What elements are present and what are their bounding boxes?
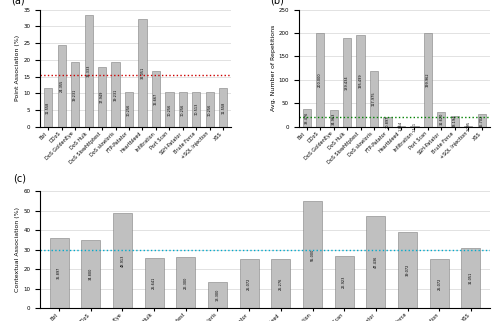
Bar — [192, 91, 200, 127]
Y-axis label: Avg. Number of Repetitions: Avg. Number of Repetitions — [270, 25, 276, 111]
Bar — [176, 257, 196, 308]
Bar — [81, 240, 100, 308]
Text: 19.231: 19.231 — [73, 88, 77, 101]
Text: 25.276: 25.276 — [279, 277, 283, 290]
Text: 10.256: 10.256 — [127, 103, 131, 116]
Bar — [58, 45, 66, 127]
Text: 19.231: 19.231 — [114, 88, 117, 101]
Bar — [98, 67, 106, 127]
Bar — [330, 110, 338, 127]
Bar — [438, 112, 446, 127]
Y-axis label: Contextual Association (%): Contextual Association (%) — [16, 207, 20, 292]
Text: 26.300: 26.300 — [184, 276, 188, 289]
Bar — [398, 232, 417, 308]
Text: 34.963: 34.963 — [332, 112, 336, 125]
Text: 39.072: 39.072 — [406, 264, 409, 276]
Text: 11.558: 11.558 — [222, 101, 226, 114]
Text: (a): (a) — [12, 0, 25, 6]
Bar — [220, 88, 228, 127]
Bar — [50, 238, 68, 308]
Text: 35.897: 35.897 — [57, 267, 61, 279]
Text: 26.923: 26.923 — [342, 276, 346, 288]
Bar — [303, 201, 322, 308]
Bar — [302, 109, 310, 127]
Text: 1.111: 1.111 — [412, 121, 416, 132]
Text: 2.095: 2.095 — [466, 121, 470, 131]
Bar — [144, 258, 164, 308]
Text: (b): (b) — [270, 0, 283, 6]
Bar — [206, 92, 214, 127]
Bar — [125, 92, 133, 127]
Text: 10.256: 10.256 — [181, 103, 185, 116]
Text: 13.300: 13.300 — [216, 289, 220, 301]
Bar — [272, 259, 290, 308]
Bar — [112, 62, 120, 127]
Text: 31.051: 31.051 — [469, 272, 473, 284]
Text: 38.476: 38.476 — [304, 111, 308, 124]
Bar — [410, 126, 418, 127]
Bar — [356, 35, 364, 127]
Bar — [316, 33, 324, 127]
Text: (c): (c) — [13, 174, 26, 184]
Bar — [138, 20, 146, 127]
Text: 17.949: 17.949 — [100, 91, 104, 103]
Bar — [462, 247, 480, 308]
Bar — [464, 126, 472, 127]
Bar — [397, 126, 405, 127]
Bar — [152, 71, 160, 127]
Text: 23.194: 23.194 — [453, 115, 457, 127]
Bar — [451, 116, 459, 127]
Bar — [179, 92, 187, 127]
Text: 55.000: 55.000 — [310, 248, 314, 261]
Text: 117.975: 117.975 — [372, 92, 376, 106]
Text: 33.333: 33.333 — [86, 65, 90, 77]
Text: 24.355: 24.355 — [60, 80, 64, 92]
Text: 195.499: 195.499 — [358, 74, 362, 88]
Text: 199.962: 199.962 — [426, 73, 430, 87]
Text: 10.513: 10.513 — [194, 103, 198, 115]
Text: 189.434: 189.434 — [345, 75, 349, 90]
Bar — [84, 15, 92, 127]
Bar — [384, 117, 392, 127]
Text: 200.000: 200.000 — [318, 73, 322, 87]
Text: 48.913: 48.913 — [120, 254, 124, 267]
Text: 25.072: 25.072 — [247, 278, 251, 290]
Text: 10.256: 10.256 — [208, 103, 212, 116]
Text: 10.256: 10.256 — [168, 103, 172, 116]
Y-axis label: Point Association (%): Point Association (%) — [16, 35, 20, 101]
Bar — [208, 282, 227, 308]
Text: 1.364: 1.364 — [399, 121, 403, 131]
Bar — [370, 72, 378, 127]
Text: 20.897: 20.897 — [386, 116, 390, 128]
Bar — [424, 33, 432, 127]
Bar — [71, 62, 79, 127]
Text: 34.800: 34.800 — [88, 268, 92, 281]
Bar — [343, 38, 351, 127]
Bar — [478, 114, 486, 127]
Text: 32.051: 32.051 — [140, 67, 144, 79]
Bar — [334, 256, 353, 308]
Text: 16.667: 16.667 — [154, 93, 158, 105]
Text: 26.702: 26.702 — [480, 114, 484, 127]
Text: 11.558: 11.558 — [46, 101, 50, 114]
Bar — [166, 92, 173, 127]
Bar — [430, 259, 449, 308]
Text: 31.620: 31.620 — [440, 113, 444, 126]
Text: 25.641: 25.641 — [152, 277, 156, 289]
Bar — [44, 88, 52, 127]
Text: 47.436: 47.436 — [374, 256, 378, 268]
Bar — [113, 213, 132, 308]
Text: 25.072: 25.072 — [438, 278, 442, 290]
Bar — [240, 259, 258, 308]
Legend: Point Threshold (15.330%): Point Threshold (15.330%) — [99, 205, 172, 213]
Legend: Collective Threshold (20.000): Collective Threshold (20.000) — [354, 205, 434, 213]
Bar — [366, 216, 386, 308]
